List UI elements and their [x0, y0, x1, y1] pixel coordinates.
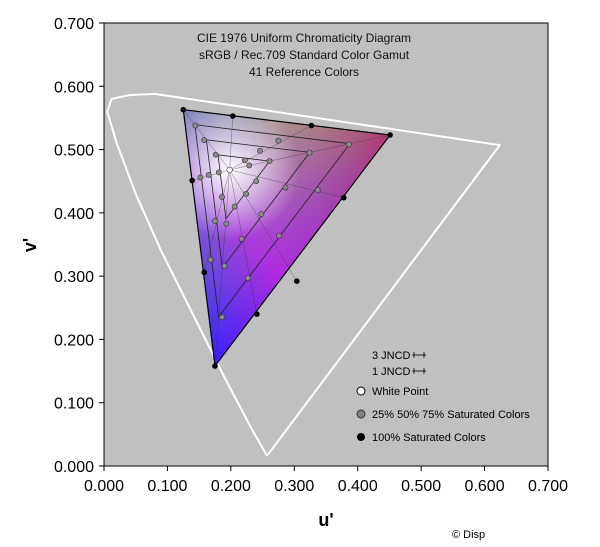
saturated-point-27	[212, 151, 219, 158]
saturated-point-19	[266, 158, 273, 164]
legend-saturated-colors: 25% 50% 75% Saturated Colors	[372, 409, 530, 421]
saturated-point-17	[205, 171, 212, 178]
full-saturated-point-2	[180, 106, 187, 113]
x-axis-label: u'	[318, 510, 333, 530]
saturated-point-2	[275, 137, 282, 144]
copyright-note: © Disp	[452, 529, 485, 541]
legend-white-point-marker	[356, 386, 366, 396]
full-saturated-point-3	[212, 363, 218, 369]
legend-1-jncd: 1 JNCD	[372, 366, 411, 378]
y-tick-label-7: 0.700	[54, 16, 94, 33]
saturated-point-10	[306, 149, 313, 156]
y-tick-label-1: 0.100	[54, 396, 94, 413]
y-tick-label-3: 0.300	[54, 269, 94, 286]
y-tick-label-5: 0.500	[54, 143, 94, 160]
saturated-point-14	[238, 235, 245, 242]
spoke-line-4	[229, 116, 234, 170]
saturation-triangle-2	[205, 139, 311, 269]
saturated-point-21	[253, 178, 260, 185]
legend-white-point: White Point	[372, 386, 428, 398]
spectral-locus	[106, 92, 501, 457]
saturated-point-28	[246, 162, 253, 169]
y-tick-label-0: 0.000	[54, 459, 94, 476]
saturated-point-25	[219, 194, 225, 200]
y-axis-label: v'	[20, 238, 40, 252]
saturated-point-22	[243, 190, 249, 197]
full-saturated-point-7	[294, 278, 300, 285]
x-tick-label-2: 0.200	[211, 478, 251, 495]
spoke-line-7	[229, 169, 298, 282]
plot-area	[103, 22, 549, 467]
saturated-point-23	[231, 203, 238, 210]
y-tick-label-6: 0.600	[54, 79, 94, 96]
legend-3-jncd: 3 JNCD	[372, 350, 411, 362]
full-saturated-point-4	[229, 113, 236, 119]
full-saturated-point-10	[189, 177, 195, 184]
x-tick-label-0: 0.000	[84, 478, 124, 495]
y-tick-label-4: 0.400	[54, 206, 94, 223]
x-tick-label-4: 0.400	[338, 478, 378, 495]
saturated-point-11	[257, 147, 263, 154]
chart-subtitle-2: 41 Reference Colors	[249, 65, 359, 79]
saturated-point-1	[345, 141, 352, 148]
y-tick-label-2: 0.200	[54, 332, 94, 349]
full-saturated-point-1	[387, 132, 393, 138]
legend: 3 JNCD 1 JNCD White Point 25% 50% 75% Sa…	[356, 350, 530, 444]
x-tick-label-6: 0.600	[465, 478, 505, 495]
saturated-point-20	[241, 157, 248, 164]
white-point	[226, 166, 233, 173]
chart-subtitle: sRGB / Rec.709 Standard Color Gamut	[199, 48, 410, 62]
saturated-point-15	[221, 263, 228, 269]
spoke-line-3	[214, 169, 230, 367]
saturated-point-12	[282, 184, 289, 191]
legend-full-saturated-marker	[357, 433, 365, 441]
x-tick-label-7: 0.700	[528, 478, 568, 495]
saturated-point-24	[223, 220, 230, 227]
x-tick-label-5: 0.500	[401, 478, 441, 495]
saturated-point-7	[207, 256, 214, 263]
saturated-point-26	[215, 169, 222, 176]
x-tick-label-3: 0.300	[274, 478, 314, 495]
saturated-point-6	[219, 314, 225, 321]
full-saturated-point-8	[254, 311, 260, 317]
x-tick-label-1: 0.100	[147, 478, 187, 495]
saturated-point-4	[276, 232, 282, 239]
saturation-triangle-3	[194, 124, 351, 319]
saturated-point-3	[314, 187, 321, 193]
full-saturated-point-5	[308, 122, 315, 129]
saturated-point-16	[212, 218, 218, 224]
saturated-point-8	[197, 174, 204, 181]
legend-saturated-marker	[356, 409, 366, 419]
legend-3-jncd-marker	[412, 352, 426, 358]
spoke-line-8	[229, 169, 258, 315]
saturated-point-13	[258, 211, 265, 218]
gamut-triangle	[182, 109, 392, 368]
saturated-point-9	[192, 122, 199, 129]
spoke-line-6	[229, 169, 344, 198]
chart-title: CIE 1976 Uniform Chromaticity Diagram	[197, 31, 411, 45]
saturated-point-5	[245, 275, 251, 281]
legend-full-saturated-colors: 100% Saturated Colors	[372, 432, 486, 444]
saturated-point-18	[201, 137, 208, 143]
full-saturated-point-9	[201, 269, 208, 276]
legend-1-jncd-marker	[412, 368, 426, 374]
full-saturated-point-6	[340, 194, 347, 201]
